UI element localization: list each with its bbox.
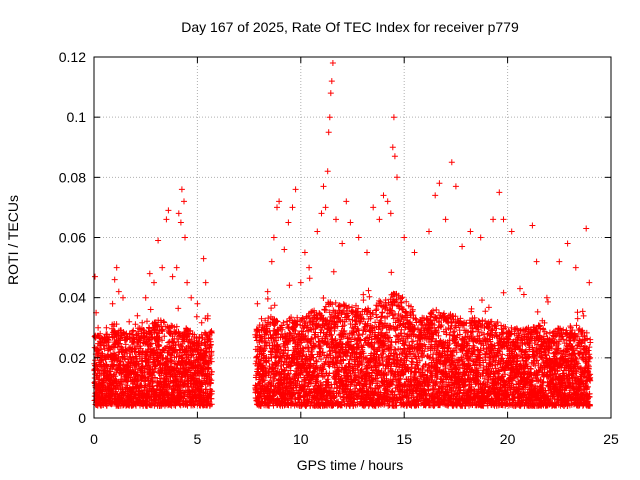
roti-cloud-point (145, 356, 152, 363)
roti-cloud-point (147, 341, 154, 348)
roti-cloud-point (110, 333, 117, 340)
roti-cloud-point (193, 313, 200, 320)
roti-cloud-point (111, 361, 118, 368)
roti-cloud-point (264, 295, 271, 302)
roti-cloud-point (365, 287, 372, 294)
roti-cloud-point (143, 333, 150, 340)
roti-cloud-point (153, 362, 159, 369)
roti-cloud-point (286, 282, 293, 289)
roti-cloud-point (152, 365, 159, 372)
roti-cloud-point (96, 334, 103, 341)
chart-title: Day 167 of 2025, Rate Of TEC Index for r… (181, 19, 519, 35)
roti-cloud-point (198, 319, 205, 326)
roti-cloud-point (156, 342, 163, 349)
roti-cloud-point (117, 358, 124, 365)
roti-cloud-point (130, 327, 137, 334)
roti-cloud-point (122, 341, 129, 348)
roti-cloud-point (306, 275, 313, 282)
roti-cloud-point (96, 349, 103, 356)
roti-cloud-point (117, 358, 124, 365)
roti-cloud-point (127, 374, 134, 381)
roti-cloud-point (139, 319, 146, 326)
roti-cloud-point (124, 350, 131, 357)
roti-cloud-point (103, 361, 110, 368)
roti-cloud-point (373, 306, 380, 313)
roti-cloud-point (132, 321, 139, 328)
roti-cloud-point (366, 293, 373, 300)
roti-cloud-point (129, 328, 136, 335)
roti-cloud-point (144, 318, 150, 325)
scatter-points (91, 60, 594, 409)
roti-cloud-point (360, 291, 367, 298)
roti-cloud-point (330, 268, 337, 275)
roti-cloud-point (155, 336, 162, 342)
roti-cloud-point (132, 348, 138, 355)
roti-cloud-point (113, 321, 120, 328)
roti-cloud-point (320, 295, 327, 301)
roti-cloud-point (147, 306, 154, 313)
roti-cloud-point (103, 402, 110, 409)
roti-cloud-point (129, 354, 136, 361)
roti-cloud-point (152, 374, 158, 381)
roti-cloud-point (388, 269, 395, 276)
roti-cloud-point (131, 340, 137, 347)
roti-cloud-point (268, 305, 275, 312)
roti-cloud-point (359, 331, 366, 338)
roti-cloud-point (288, 314, 295, 321)
roti-cloud-point (175, 305, 182, 312)
roti-cloud-point (135, 361, 142, 368)
roti-cloud-point (98, 346, 105, 353)
roti-cloud-point (262, 339, 269, 346)
roti-cloud-point (112, 373, 119, 380)
roti-cloud-point (159, 337, 165, 344)
roti-cloud-point (271, 302, 278, 309)
